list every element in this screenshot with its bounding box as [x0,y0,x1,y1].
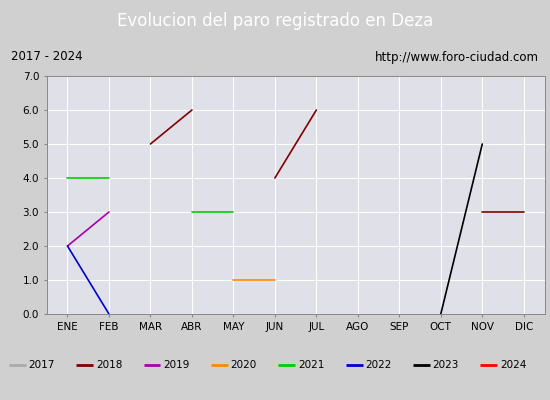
Text: 2024: 2024 [500,360,526,370]
Text: 2017 - 2024: 2017 - 2024 [11,50,82,64]
Text: 2018: 2018 [96,360,122,370]
Text: 2019: 2019 [163,360,190,370]
Text: 2022: 2022 [365,360,392,370]
Text: 2021: 2021 [298,360,324,370]
Text: 2023: 2023 [433,360,459,370]
Text: http://www.foro-ciudad.com: http://www.foro-ciudad.com [375,50,539,64]
Text: 2017: 2017 [29,360,55,370]
Text: Evolucion del paro registrado en Deza: Evolucion del paro registrado en Deza [117,12,433,30]
Text: 2020: 2020 [230,360,257,370]
